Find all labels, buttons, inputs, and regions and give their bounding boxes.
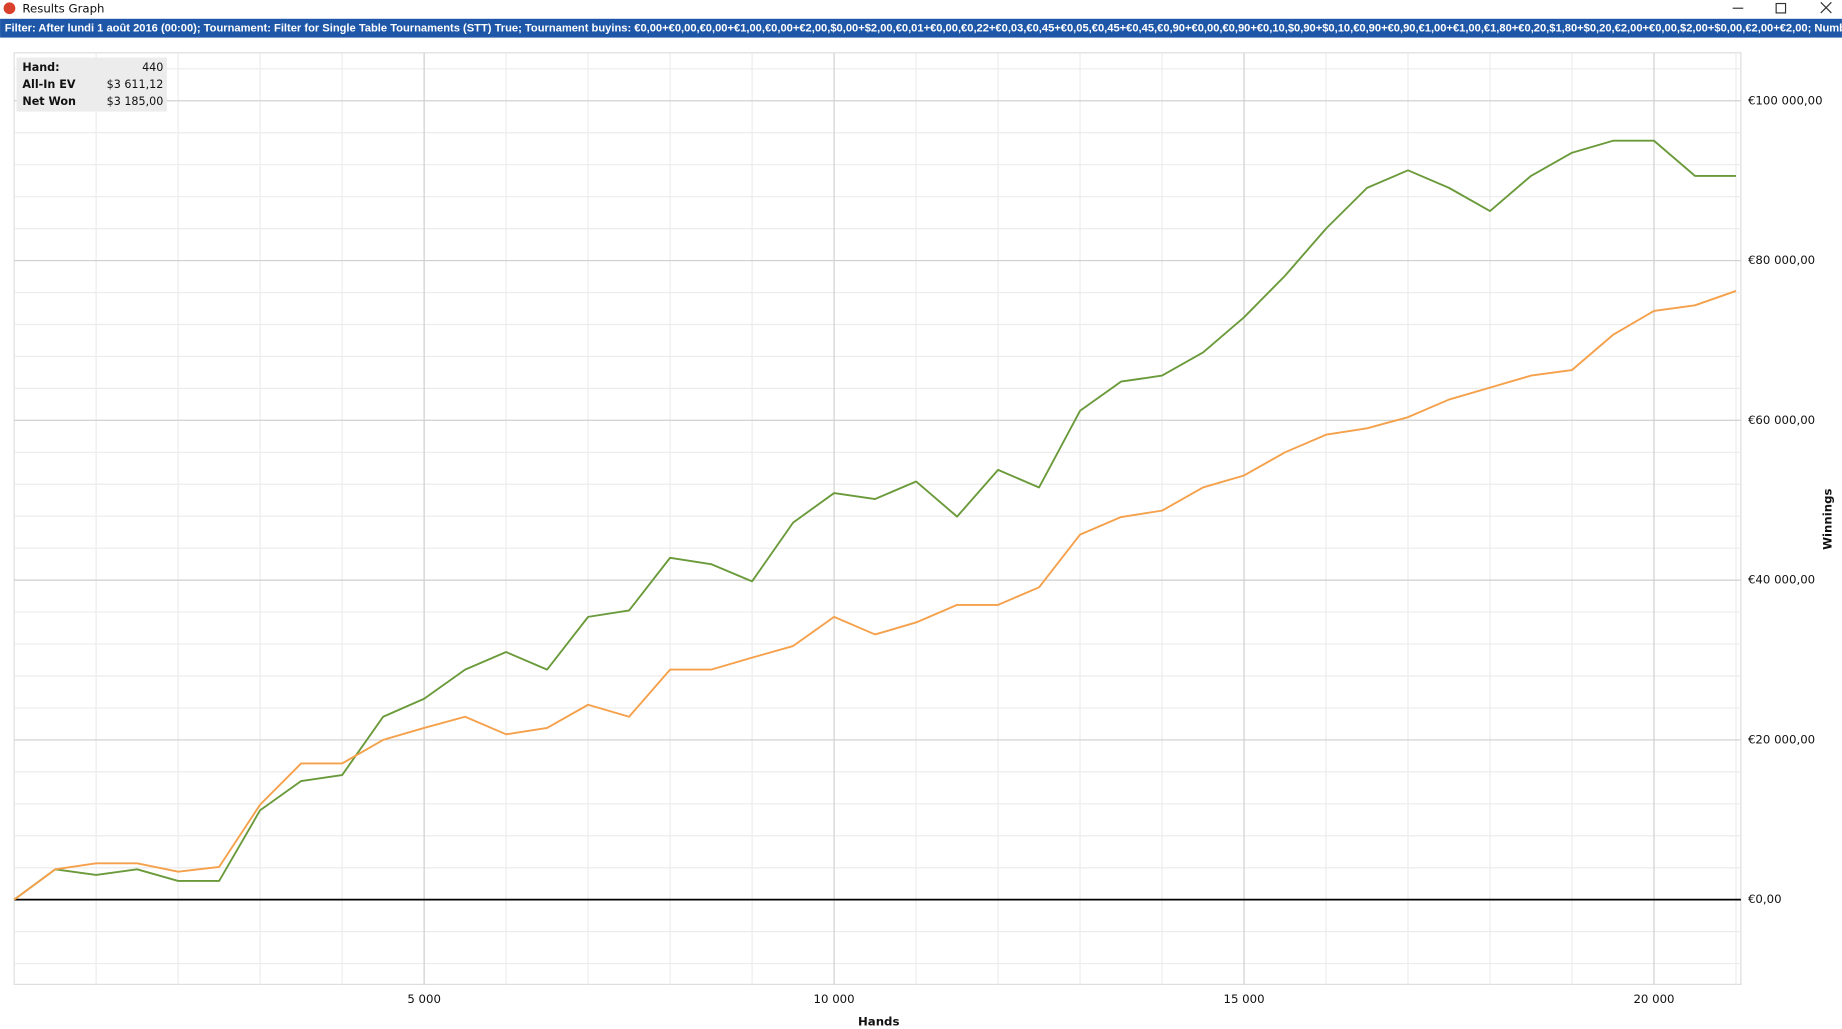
y-tick-label: €80 000,00: [1748, 253, 1815, 267]
grid: 5 000 10 000 15 000 20 000 €0,00 €20 000,00 €4…: [14, 52, 1823, 1006]
series-line: [13, 139, 1736, 901]
app-icon: [3, 2, 16, 15]
y-tick-label: €100 000,00: [1748, 93, 1823, 107]
series-line: [13, 290, 1737, 901]
close-button[interactable]: [1820, 1, 1832, 14]
info-label: Hand:: [22, 61, 59, 74]
x-axis-label: Hands: [858, 1014, 899, 1028]
y-tick-label: €0,00: [1748, 892, 1782, 906]
y-tick-label: €20 000,00: [1748, 732, 1815, 746]
filter-bar: [0, 18, 1842, 38]
filter-text: Filter: After lundi 1 août 2016 (00:00);…: [5, 23, 1842, 35]
x-tick-label: 5 000: [407, 992, 441, 1006]
y-axis-label: Winnings: [1820, 488, 1834, 549]
x-tick-label: 20 000: [1633, 992, 1674, 1006]
info-value: $3 185,00: [107, 95, 164, 108]
marks: [13, 139, 1737, 901]
x-tick-label: 15 000: [1224, 992, 1265, 1006]
plot-area: [13, 52, 1742, 985]
info-label: Net Won: [22, 95, 76, 108]
y-tick-label: €60 000,00: [1748, 413, 1815, 427]
y-tick-label: €40 000,00: [1748, 573, 1815, 587]
window-title: Results Graph: [22, 1, 104, 15]
info-box: [16, 57, 167, 112]
restore-button[interactable]: [1775, 2, 1787, 14]
info-value: $3 611,12: [107, 78, 164, 91]
info-value: 440: [142, 61, 163, 74]
info-rows: Hand: 440 All-In EV $3 611,12 Net Won $3 185,…: [22, 61, 163, 108]
x-tick-label: 10 000: [814, 992, 855, 1006]
info-label: All-In EV: [22, 78, 75, 91]
